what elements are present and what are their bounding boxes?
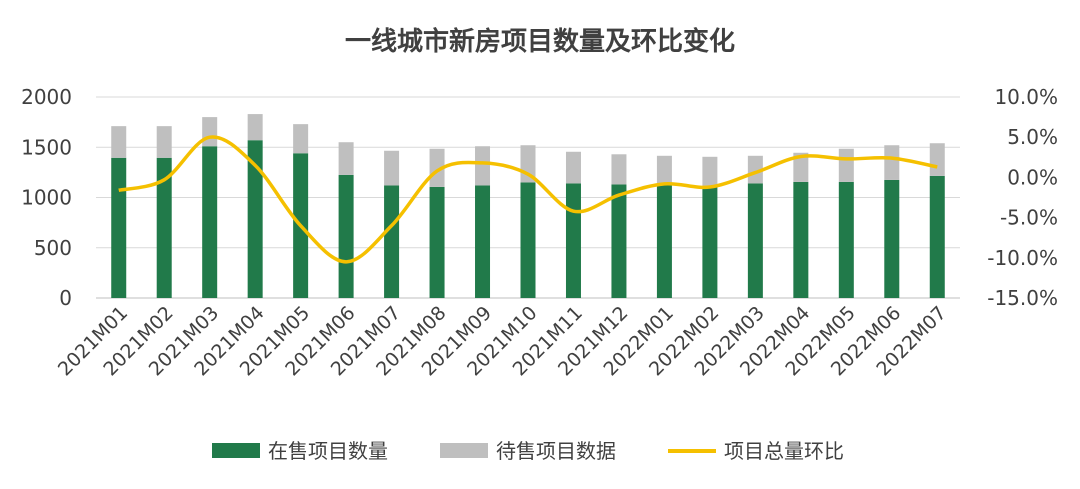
y-axis-left: 0 500 1000 1500 2000 bbox=[21, 85, 72, 310]
bar-pending bbox=[884, 145, 900, 180]
bar-pending bbox=[202, 117, 218, 147]
bar-on-sale bbox=[111, 157, 127, 298]
y-left-tick-label: 0 bbox=[59, 286, 72, 310]
bar-pending bbox=[838, 148, 854, 182]
y-right-tick-label: -5.0% bbox=[1000, 206, 1058, 230]
y-left-tick-label: 1500 bbox=[21, 135, 72, 159]
bar-on-sale bbox=[565, 183, 581, 298]
y-left-tick-label: 500 bbox=[34, 236, 72, 260]
bar-on-sale bbox=[429, 186, 445, 298]
bar-on-sale bbox=[338, 174, 354, 298]
y-axis-right: -15.0% -10.0% -5.0% 0.0% 5.0% 10.0% bbox=[987, 85, 1058, 310]
y-right-tick-label: -10.0% bbox=[987, 246, 1058, 270]
bar-on-sale bbox=[884, 179, 900, 298]
x-axis: 2021M012021M022021M032021M042021M052021M… bbox=[54, 302, 951, 380]
bar-pending bbox=[565, 151, 581, 184]
y-right-tick-label: 5.0% bbox=[1007, 125, 1058, 149]
bar-pending bbox=[338, 142, 354, 175]
bar-pending bbox=[156, 126, 172, 158]
bar-pending bbox=[747, 155, 763, 184]
bar-on-sale bbox=[838, 181, 854, 298]
bar-pending bbox=[929, 143, 945, 176]
bar-pending bbox=[793, 152, 809, 182]
bar-on-sale bbox=[520, 182, 536, 298]
legend: 在售项目数量 待售项目数据 项目总量环比 bbox=[212, 439, 844, 463]
bar-on-sale bbox=[202, 146, 218, 298]
bar-pending bbox=[293, 124, 309, 154]
y-left-tick-label: 1000 bbox=[21, 186, 72, 210]
bars bbox=[111, 114, 945, 298]
y-right-tick-label: 10.0% bbox=[994, 85, 1058, 109]
bar-pending bbox=[384, 150, 400, 186]
bar-on-sale bbox=[247, 140, 263, 298]
chart-title: 一线城市新房项目数量及环比变化 bbox=[345, 26, 735, 57]
mom-line bbox=[118, 135, 938, 264]
legend-label-on-sale: 在售项目数量 bbox=[268, 439, 388, 463]
legend-label-pending: 待售项目数据 bbox=[496, 439, 616, 463]
bar-pending bbox=[247, 114, 263, 141]
bar-on-sale bbox=[929, 175, 945, 298]
bar-on-sale bbox=[747, 183, 763, 298]
bar-pending bbox=[702, 156, 718, 188]
bar-pending bbox=[656, 155, 672, 185]
bar-on-sale bbox=[156, 157, 172, 298]
bar-on-sale bbox=[656, 184, 672, 298]
legend-swatch-pending bbox=[440, 443, 488, 458]
y-left-tick-label: 2000 bbox=[21, 85, 72, 109]
bar-pending bbox=[611, 154, 627, 185]
bar-on-sale bbox=[702, 187, 718, 298]
legend-swatch-on-sale bbox=[212, 443, 260, 458]
bar-on-sale bbox=[384, 185, 400, 298]
bar-pending bbox=[475, 146, 491, 186]
line-series bbox=[118, 135, 938, 264]
y-right-tick-label: -15.0% bbox=[987, 286, 1058, 310]
bar-on-sale bbox=[611, 184, 627, 298]
bar-pending bbox=[111, 126, 127, 158]
legend-label-mom: 项目总量环比 bbox=[724, 439, 844, 463]
y-right-tick-label: 0.0% bbox=[1007, 165, 1058, 189]
bar-pending bbox=[429, 148, 445, 187]
bar-on-sale bbox=[475, 185, 491, 298]
bar-on-sale bbox=[793, 181, 809, 298]
